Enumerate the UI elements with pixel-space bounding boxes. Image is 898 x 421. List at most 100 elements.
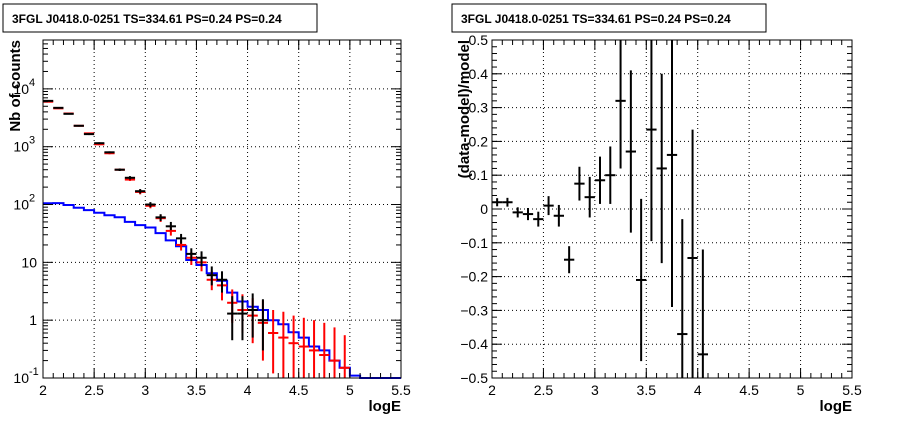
residuals-y-tick-label: 0.2 xyxy=(469,133,489,149)
counts-y-tick-base: 1 xyxy=(29,312,37,328)
counts-data-point xyxy=(104,151,115,154)
counts-y-tick-base: 10 xyxy=(13,139,29,155)
counts-data-point xyxy=(165,221,176,231)
counts-x-tick-label: 5 xyxy=(346,382,354,398)
residuals-x-tick-label: 4 xyxy=(694,382,702,398)
counts-x-axis-label: logE xyxy=(369,398,402,415)
counts-y-tick-exponent: 3 xyxy=(29,135,35,147)
residual-point xyxy=(677,219,688,378)
residuals-x-tick-label: 5.5 xyxy=(842,382,862,398)
counts-x-tick-label: 3 xyxy=(141,382,149,398)
counts-y-tick-exponent: -1 xyxy=(29,366,39,378)
counts-data-point xyxy=(227,296,238,341)
counts-data-point xyxy=(73,124,84,127)
residuals-panel: 3FGL J0418.0-0251 TS=334.61 PS=0.24 PS=0… xyxy=(451,3,862,415)
residuals-x-tick-label: 5 xyxy=(797,382,805,398)
counts-data-point xyxy=(257,299,269,351)
counts-y-tick-exponent: 4 xyxy=(29,77,35,89)
counts-y-tick-label: 10 3 xyxy=(13,135,35,155)
counts-y-tick-label: 10 2 xyxy=(13,193,35,213)
counts-data-point xyxy=(94,142,105,145)
counts-plot-frame xyxy=(42,39,402,379)
counts-title: 3FGL J0418.0-0251 TS=334.61 PS=0.24 PS=0… xyxy=(12,12,282,26)
residual-point xyxy=(615,40,626,169)
counts-model-errorbar xyxy=(319,322,330,378)
residual-point xyxy=(543,196,554,216)
counts-data-point xyxy=(63,112,74,115)
counts-x-tick-label: 5.5 xyxy=(391,382,411,398)
counts-series xyxy=(43,99,401,379)
residuals-y-tick-label: −0.1 xyxy=(460,235,488,251)
counts-model-errorbar xyxy=(278,311,289,378)
residuals-y-tick-label: 0.4 xyxy=(469,66,489,82)
counts-y-tick-label: 10 xyxy=(21,254,37,270)
residuals-y-tick-labels: −0.5 −0.4 −0.3 −0.2 −0.1 0 0.1 0.2 0.3 0.4 0.5 xyxy=(460,32,488,386)
residual-point xyxy=(697,249,708,378)
residuals-y-tick-label: 0.1 xyxy=(469,167,489,183)
residuals-title: 3FGL J0418.0-0251 TS=334.61 PS=0.24 PS=0… xyxy=(461,12,731,26)
residual-point xyxy=(512,207,523,218)
residuals-x-tick-label: 4.5 xyxy=(739,382,759,398)
counts-data-point xyxy=(53,106,64,109)
counts-y-tick-base: 10 xyxy=(13,197,29,213)
counts-model-errorbar xyxy=(298,317,309,378)
counts-x-tick-label: 2 xyxy=(39,382,47,398)
residual-point xyxy=(574,166,585,201)
counts-y-tick-base: 10 xyxy=(13,370,29,386)
residuals-y-axis-label: (data-model)/model xyxy=(456,40,473,178)
residuals-y-tick-label: 0.5 xyxy=(469,32,489,48)
residuals-x-tick-label: 3 xyxy=(591,382,599,398)
counts-model-errorbar xyxy=(308,320,320,378)
counts-panel: 3FGL J0418.0-0251 TS=334.61 PS=0.24 PS=0… xyxy=(2,3,411,415)
residual-point xyxy=(636,198,647,362)
residuals-x-tick-label: 3.5 xyxy=(637,382,657,398)
residual-point xyxy=(666,40,678,308)
counts-y-tick-label: 10 -1 xyxy=(13,366,38,386)
counts-y-tick-base: 10 xyxy=(21,254,37,270)
residuals-title-box xyxy=(451,3,767,33)
counts-data-point xyxy=(216,271,228,293)
counts-data-point xyxy=(43,99,54,102)
residuals-y-tick-label: −0.2 xyxy=(460,269,488,285)
counts-data-point xyxy=(175,233,187,244)
residuals-series xyxy=(492,40,708,378)
residual-point xyxy=(522,207,534,221)
residual-point xyxy=(687,129,698,378)
counts-data-point xyxy=(114,168,125,171)
counts-y-axis-label: Nb of counts xyxy=(7,40,24,132)
residuals-tick-marks xyxy=(491,39,853,379)
residual-point xyxy=(646,40,657,242)
counts-x-tick-label: 4 xyxy=(244,382,252,398)
residual-point xyxy=(564,246,575,274)
counts-y-tick-exponent: 2 xyxy=(29,193,35,205)
counts-grid xyxy=(43,40,401,378)
residuals-y-tick-label: 0 xyxy=(480,201,488,217)
counts-data-point xyxy=(186,248,197,262)
counts-model-errorbar xyxy=(288,315,299,378)
counts-data-point xyxy=(247,293,258,338)
residuals-y-tick-label: −0.5 xyxy=(460,370,488,386)
counts-data-point xyxy=(196,251,207,267)
residual-point xyxy=(625,70,636,233)
residual-point xyxy=(594,156,606,204)
counts-x-tick-label: 3.5 xyxy=(187,382,207,398)
counts-data-point xyxy=(83,133,95,136)
residuals-x-tick-label: 2 xyxy=(488,382,496,398)
counts-data-point xyxy=(237,296,248,341)
counts-y-tick-label: 10 4 xyxy=(13,77,35,97)
counts-model-errorbar xyxy=(339,335,350,378)
counts-x-tick-label: 4.5 xyxy=(289,382,309,398)
residual-point xyxy=(656,73,667,264)
counts-x-tick-label: 2.5 xyxy=(84,382,104,398)
counts-x-tick-labels: 2 2.5 3 3.5 4 4.5 5 5.5 xyxy=(39,382,411,398)
counts-model-step-line xyxy=(43,202,401,379)
counts-title-box xyxy=(2,3,318,33)
residuals-y-tick-label: 0.3 xyxy=(469,100,489,116)
residual-point xyxy=(533,211,544,227)
counts-y-tick-base: 10 xyxy=(13,81,29,97)
residual-point xyxy=(502,197,513,207)
counts-data-point xyxy=(135,189,146,194)
counts-y-tick-label: 1 xyxy=(29,312,37,328)
